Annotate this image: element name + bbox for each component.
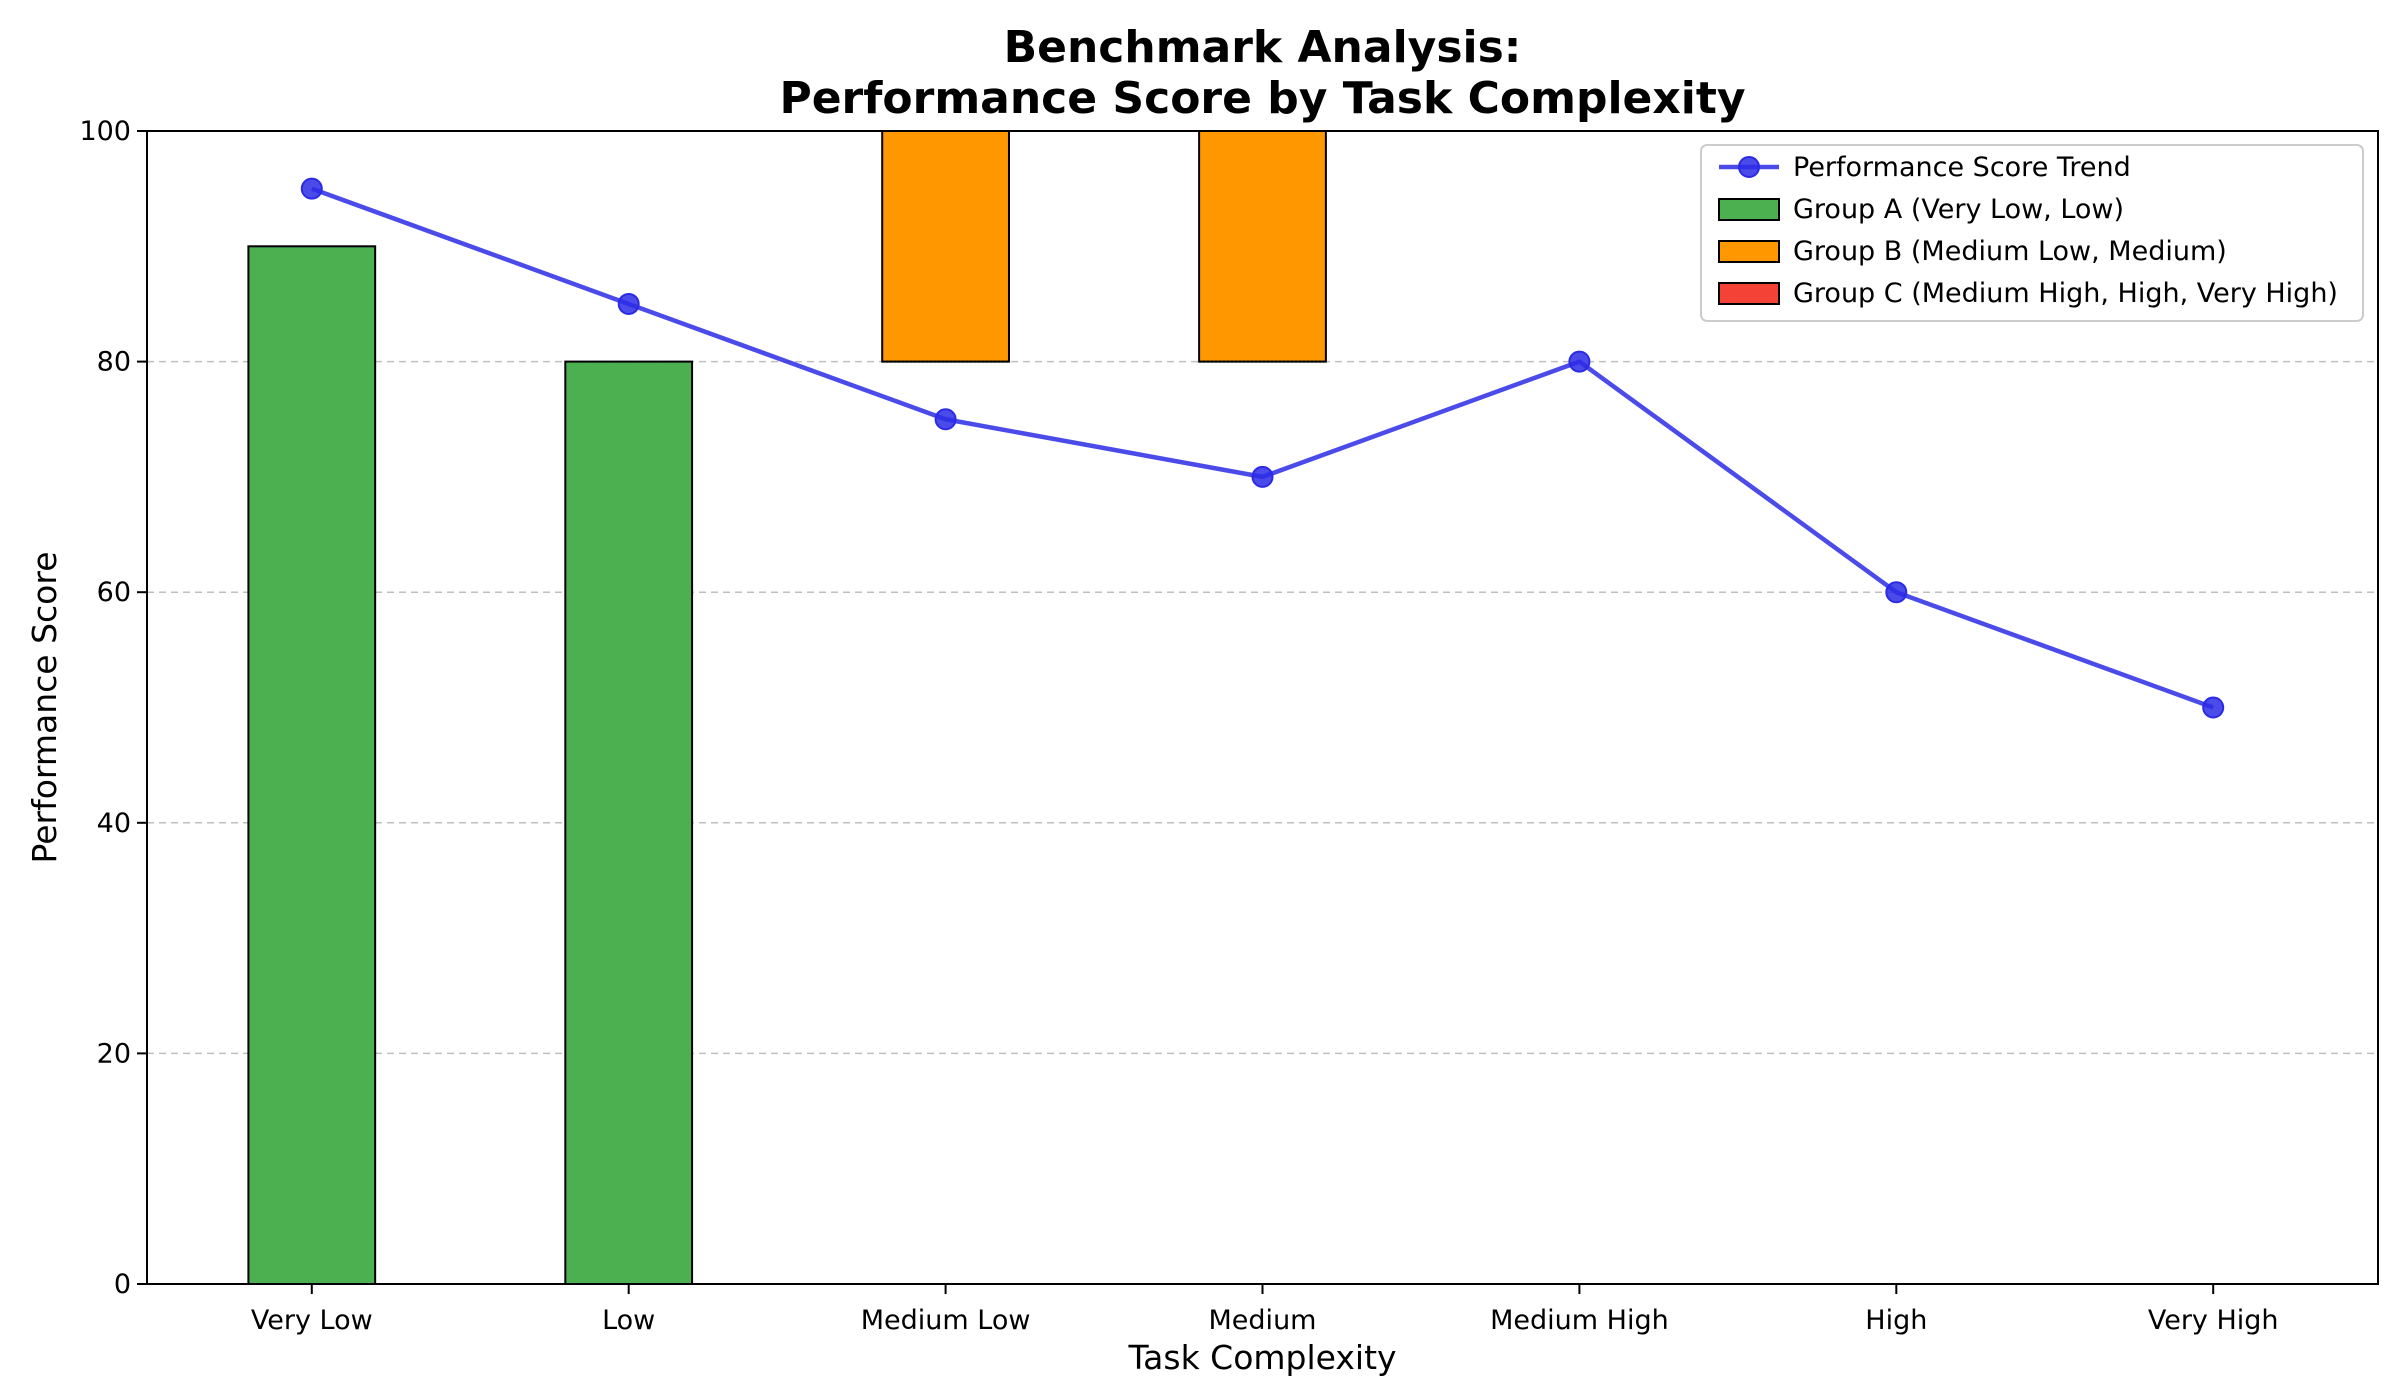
trend-line-layer	[300, 177, 2225, 719]
trend-point	[617, 292, 640, 315]
y-axis-label: Performance Score	[25, 551, 64, 863]
trend-point	[1885, 581, 1908, 604]
grid-lines	[147, 360, 2378, 1055]
trend-point	[300, 177, 323, 200]
legend-frame	[1700, 144, 2364, 322]
bar	[881, 130, 1010, 363]
trend-point	[934, 408, 957, 431]
trend-point	[1568, 350, 1591, 373]
y-tick-label: 100	[79, 116, 131, 147]
legend-label: Performance Score Trend	[1793, 152, 2131, 183]
y-tick-label: 40	[97, 808, 131, 839]
trend-point	[2202, 696, 2225, 719]
y-tick-label: 0	[114, 1269, 131, 1300]
trend-point	[1251, 465, 1274, 488]
legend-marker-swatch	[1738, 156, 1760, 178]
y-tick-label: 20	[97, 1038, 131, 1069]
legend-color-swatch	[1718, 282, 1780, 305]
legend-color-swatch	[1718, 198, 1780, 221]
legend-label: Group C (Medium High, High, Very High)	[1793, 278, 2338, 309]
x-tick-label: Medium High	[1490, 1305, 1669, 1336]
x-tick-label: Medium	[1209, 1305, 1317, 1336]
bar-layer	[247, 130, 1327, 1286]
legend-label: Group A (Very Low, Low)	[1793, 194, 2124, 225]
axes: 0 20 40 60 80 100 Very Low Low Medium Low Medium M…	[79, 116, 2278, 1336]
bar	[1198, 130, 1327, 363]
legend-color-swatch	[1718, 240, 1780, 263]
x-tick-label: High	[1865, 1305, 1927, 1336]
x-tick-label: Very High	[2148, 1305, 2279, 1336]
y-tick-label: 80	[97, 347, 131, 378]
chart-title-line-2: Performance Score by Task Complexity	[779, 73, 1745, 124]
x-tick-label: Medium Low	[861, 1305, 1031, 1336]
legend-label: Group B (Medium Low, Medium)	[1793, 236, 2227, 267]
bar	[564, 360, 694, 1286]
chart-title-line-1: Benchmark Analysis:	[1004, 22, 1522, 73]
x-axis-label: Task Complexity	[1127, 1338, 1396, 1377]
x-tick-label: Low	[602, 1305, 655, 1336]
y-tick-label: 60	[97, 577, 131, 608]
x-tick-label: Very Low	[251, 1305, 373, 1336]
bar	[247, 245, 377, 1285]
legend: Performance Score Trend Group A (Very Low…	[1700, 144, 2364, 322]
